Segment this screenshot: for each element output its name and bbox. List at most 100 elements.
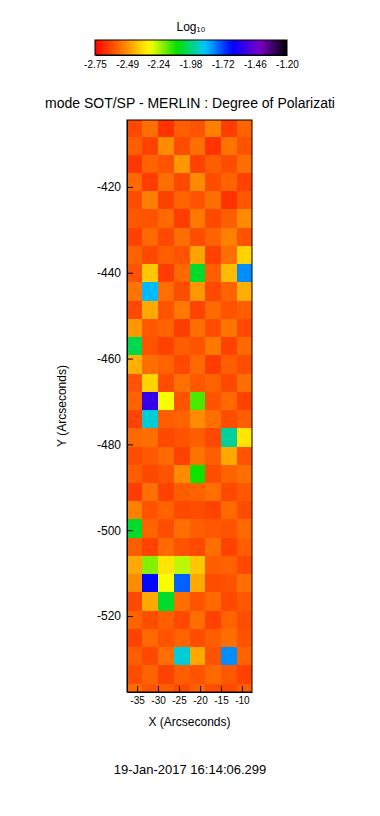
- cell: [205, 629, 221, 647]
- tick-label: -480: [97, 438, 121, 452]
- cell: [237, 647, 252, 665]
- cell: [205, 228, 221, 246]
- cell: [174, 465, 190, 483]
- tick: -2.49: [116, 55, 139, 70]
- cell: [221, 538, 237, 556]
- cell: [237, 355, 252, 373]
- cell: [142, 428, 158, 446]
- tick: -30: [151, 686, 166, 706]
- cell: [142, 282, 158, 300]
- cell: [174, 574, 190, 592]
- cell: [127, 374, 142, 392]
- cell: [190, 173, 206, 191]
- cell: [190, 392, 206, 410]
- cell: [174, 173, 190, 191]
- cell: [237, 209, 252, 227]
- cell: [221, 665, 237, 683]
- cell: [221, 592, 237, 610]
- cell: [237, 501, 252, 519]
- cell: [205, 173, 221, 191]
- cell: [174, 337, 190, 355]
- tick-label: -10: [235, 695, 250, 706]
- cell: [174, 501, 190, 519]
- cell: [190, 574, 206, 592]
- cell: [237, 592, 252, 610]
- cell: [221, 684, 237, 692]
- cell: [174, 120, 190, 137]
- cell: [142, 519, 158, 537]
- cell: [190, 665, 206, 683]
- cell: [127, 120, 142, 137]
- tick: -2.24: [147, 55, 170, 70]
- cell: [142, 629, 158, 647]
- cell: [158, 191, 174, 209]
- cell: [142, 465, 158, 483]
- cell: [190, 282, 206, 300]
- annotation: 19-Jan-2017 16:14:06.299: [114, 762, 267, 777]
- cell: [158, 137, 174, 155]
- tick: -15: [214, 686, 229, 706]
- cell: [174, 410, 190, 428]
- cell: [221, 465, 237, 483]
- cell: [190, 447, 206, 465]
- cell: [205, 337, 221, 355]
- tick-label: -440: [97, 266, 121, 280]
- tick: -25: [172, 686, 187, 706]
- cell: [205, 155, 221, 173]
- cell: [127, 465, 142, 483]
- tick: -1.46: [244, 55, 267, 70]
- cell: [127, 155, 142, 173]
- cell: [205, 191, 221, 209]
- tick-label: -520: [97, 609, 121, 623]
- cell: [142, 611, 158, 629]
- cell: [158, 282, 174, 300]
- tick: -1.20: [276, 55, 299, 70]
- tick-mark: [242, 686, 243, 692]
- cell: [127, 319, 142, 337]
- cell: [174, 592, 190, 610]
- axis-line: [127, 121, 128, 693]
- tick: -520: [97, 609, 133, 623]
- cell: [237, 465, 252, 483]
- cell: [205, 319, 221, 337]
- tick-mark: [221, 686, 222, 692]
- cell: [190, 519, 206, 537]
- cell: [190, 301, 206, 319]
- cell: [237, 538, 252, 556]
- cell: [142, 665, 158, 683]
- tick-label: -25: [172, 695, 187, 706]
- cell: [142, 592, 158, 610]
- cell: [174, 684, 190, 692]
- cell: [142, 319, 158, 337]
- cell: [190, 501, 206, 519]
- tick-mark: [127, 530, 133, 531]
- cell: [142, 137, 158, 155]
- cell: [127, 483, 142, 501]
- tick-mark: [137, 686, 138, 692]
- cell: [190, 465, 206, 483]
- cell: [158, 246, 174, 264]
- cell: [127, 246, 142, 264]
- cell: [221, 574, 237, 592]
- cell: [221, 374, 237, 392]
- tick: -10: [235, 686, 250, 706]
- cell: [142, 355, 158, 373]
- cell: [205, 374, 221, 392]
- cell: [221, 647, 237, 665]
- cell: [237, 246, 252, 264]
- cell: [127, 629, 142, 647]
- cell: [174, 665, 190, 683]
- cell: [142, 301, 158, 319]
- cell: [158, 428, 174, 446]
- cell: [237, 137, 252, 155]
- cell: [237, 611, 252, 629]
- cell: [205, 137, 221, 155]
- cell: [221, 319, 237, 337]
- cell: [127, 173, 142, 191]
- cell: [190, 538, 206, 556]
- colorbar-axis: -2.75-2.49-2.24-1.98-1.72-1.46-1.20: [84, 55, 299, 70]
- tick-mark: [158, 686, 159, 692]
- cell: [221, 120, 237, 137]
- cell: [174, 209, 190, 227]
- cell: [127, 665, 142, 683]
